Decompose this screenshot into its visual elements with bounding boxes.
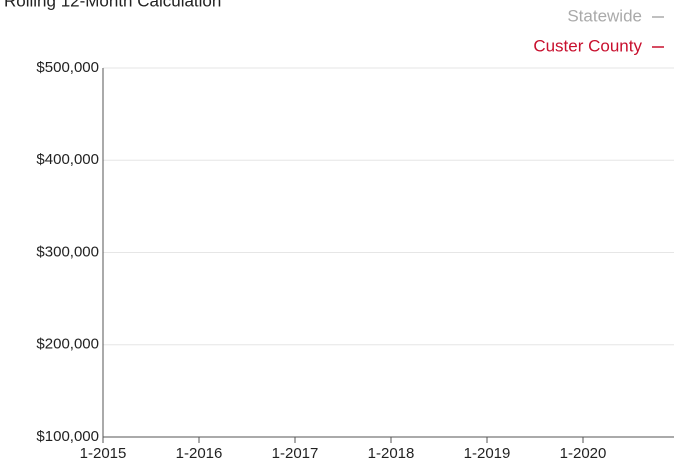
x-tick-label: 1-2019 xyxy=(464,445,511,462)
y-tick-label: $500,000 xyxy=(36,59,99,76)
y-tick-label: $400,000 xyxy=(36,151,99,168)
x-tick-label: 1-2016 xyxy=(176,445,223,462)
y-tick-label: $100,000 xyxy=(36,428,99,445)
x-tick-label: 1-2018 xyxy=(368,445,415,462)
chart-title: Rolling 12-Month Calculation xyxy=(4,0,221,10)
x-tick-label: 1-2015 xyxy=(80,445,127,462)
x-tick-label: 1-2020 xyxy=(560,445,607,462)
y-tick-label: $200,000 xyxy=(36,336,99,353)
legend-label: Custer County xyxy=(533,36,642,55)
x-tick-label: 1-2017 xyxy=(272,445,319,462)
legend-label: Statewide xyxy=(567,6,642,25)
y-tick-label: $300,000 xyxy=(36,243,99,260)
